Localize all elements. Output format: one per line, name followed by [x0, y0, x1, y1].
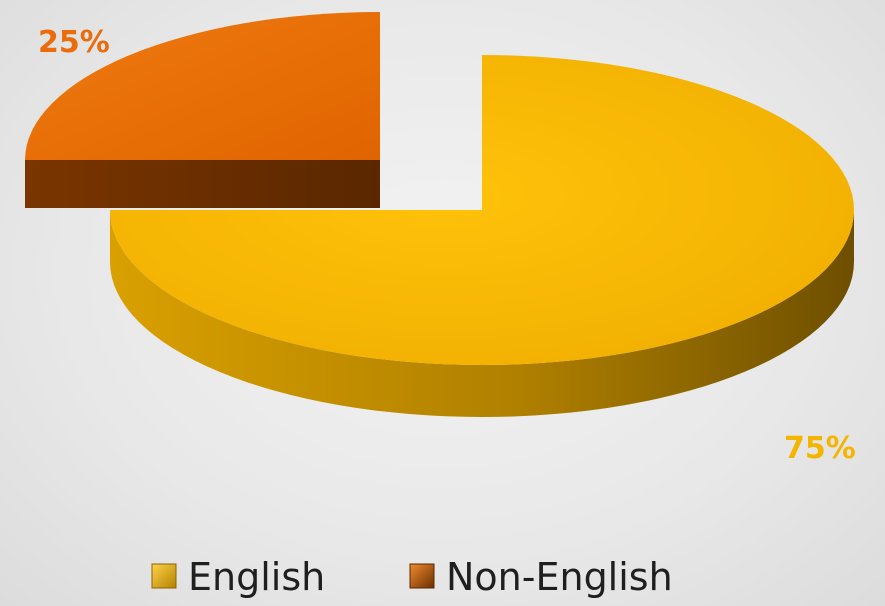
legend-label-english: English [188, 555, 325, 599]
slice-non-english-side [25, 160, 380, 208]
slice-non-english-top [25, 12, 380, 160]
slice-english-side [110, 210, 854, 417]
legend-item-non-english: Non-English [409, 555, 673, 599]
legend-swatch-english [151, 563, 177, 589]
legend-label-non-english: Non-English [446, 555, 673, 599]
slice-english [110, 55, 854, 417]
legend-swatch-non-english [409, 563, 435, 589]
slice-english-top [110, 55, 854, 365]
data-label-english: 75% [784, 431, 856, 466]
data-label-non-english: 25% [38, 25, 110, 60]
slice-non-english [25, 12, 380, 208]
legend: English Non-English [151, 555, 673, 599]
legend-item-english: English [151, 555, 325, 599]
